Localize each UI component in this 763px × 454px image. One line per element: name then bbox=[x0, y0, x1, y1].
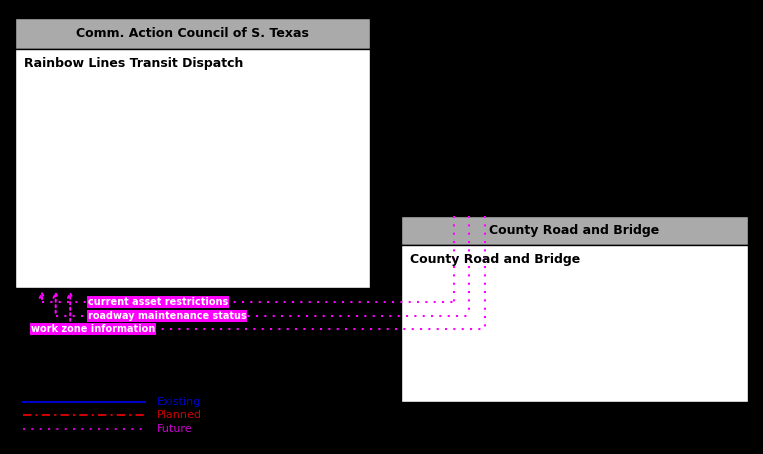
Text: Comm. Action Council of S. Texas: Comm. Action Council of S. Texas bbox=[76, 27, 309, 40]
Text: County Road and Bridge: County Road and Bridge bbox=[489, 224, 659, 237]
Text: Rainbow Lines Transit Dispatch: Rainbow Lines Transit Dispatch bbox=[24, 57, 244, 70]
Text: work zone information: work zone information bbox=[31, 324, 155, 334]
Text: Future: Future bbox=[156, 424, 192, 434]
Bar bbox=[401, 216, 748, 245]
Text: Planned: Planned bbox=[156, 410, 201, 420]
Bar bbox=[401, 245, 748, 402]
Text: County Road and Bridge: County Road and Bridge bbox=[410, 253, 580, 266]
Text: roadway maintenance status: roadway maintenance status bbox=[88, 311, 246, 321]
Bar bbox=[15, 49, 370, 288]
Bar bbox=[15, 18, 370, 49]
Text: current asset restrictions: current asset restrictions bbox=[88, 297, 228, 307]
Text: Existing: Existing bbox=[156, 397, 201, 407]
